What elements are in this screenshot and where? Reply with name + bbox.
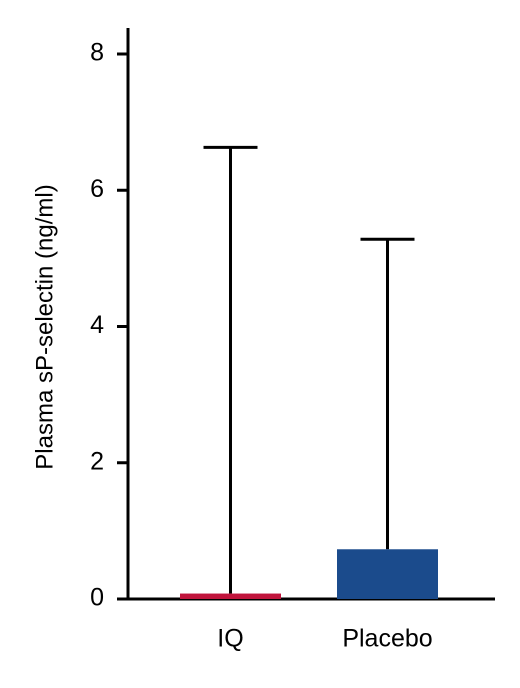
y-tick-label: 4	[90, 311, 104, 339]
y-tick-label: 6	[90, 175, 104, 203]
bar	[337, 549, 438, 599]
x-tick-label: Placebo	[342, 625, 432, 653]
y-tick-label: 8	[90, 39, 104, 67]
bar	[180, 593, 281, 599]
x-tick-label: IQ	[217, 625, 243, 653]
y-tick-label: 2	[90, 447, 104, 475]
y-tick-label: 0	[90, 584, 104, 612]
y-axis-label: Plasma sP-selectin (ng/ml)	[31, 184, 58, 469]
